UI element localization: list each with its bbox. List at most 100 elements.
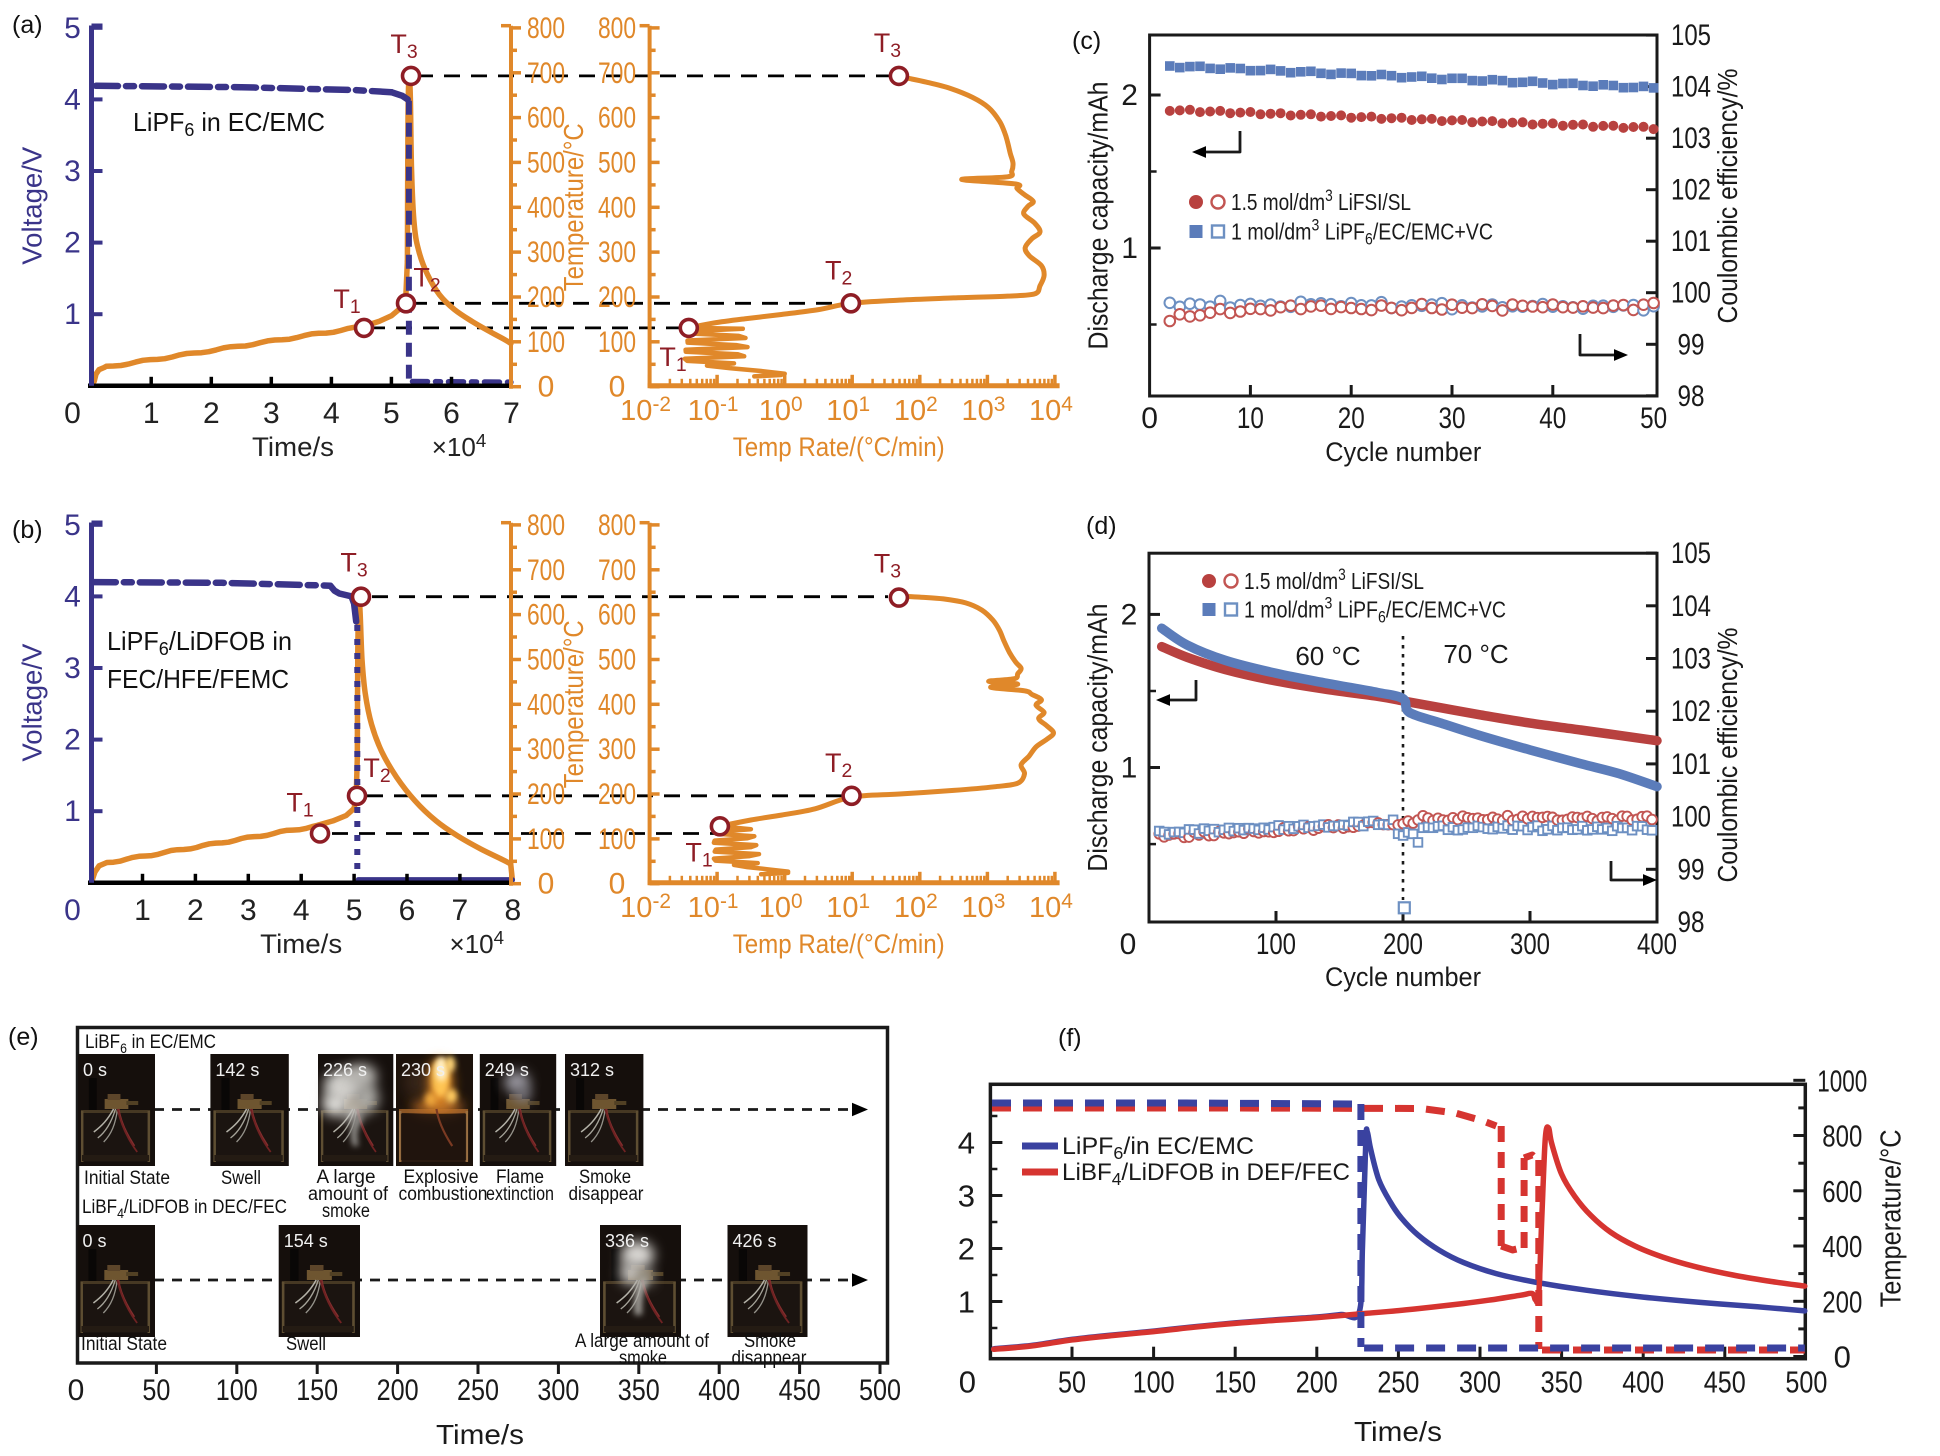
svg-text:150: 150: [1214, 1365, 1256, 1400]
svg-text:Time/s: Time/s: [1354, 1416, 1442, 1447]
svg-text:Swell: Swell: [221, 1168, 261, 1189]
svg-text:1: 1: [134, 894, 151, 927]
svg-text:400: 400: [1637, 928, 1677, 961]
svg-text:300: 300: [537, 1374, 579, 1407]
svg-text:100: 100: [1256, 928, 1296, 961]
svg-text:LiBF6​ in EC/EMC: LiBF6​ in EC/EMC: [85, 1032, 216, 1056]
svg-text:50: 50: [142, 1374, 170, 1407]
svg-text:142 s: 142 s: [215, 1060, 259, 1080]
svg-text:200: 200: [598, 281, 636, 314]
svg-text:LiPF6​ in EC/EMC: LiPF6​ in EC/EMC: [133, 107, 325, 140]
svg-text:Initial State: Initial State: [84, 1168, 170, 1189]
svg-text:700: 700: [598, 57, 636, 90]
svg-text:800: 800: [1822, 1119, 1862, 1154]
svg-text:T2​: T2​: [825, 748, 852, 782]
svg-text:4: 4: [958, 1126, 975, 1161]
svg-text:disappear: disappear: [732, 1348, 808, 1369]
svg-text:LiPF6​/LiDFOB in: LiPF6​/LiDFOB in: [107, 626, 292, 659]
svg-text:Discharge capacity/mAh: Discharge capacity/mAh: [1083, 82, 1114, 350]
svg-text:amount of: amount of: [308, 1184, 389, 1205]
svg-text:200: 200: [598, 778, 636, 811]
svg-text:700: 700: [598, 554, 636, 587]
svg-text:smoke: smoke: [322, 1201, 370, 1222]
svg-text:600: 600: [527, 102, 565, 135]
svg-text:200: 200: [1296, 1365, 1338, 1400]
svg-text:Swell: Swell: [286, 1334, 326, 1355]
svg-text:500: 500: [859, 1374, 901, 1407]
svg-text:500: 500: [598, 644, 636, 677]
svg-text:10: 10: [1237, 402, 1264, 435]
svg-text:2: 2: [64, 724, 81, 757]
svg-text:(c): (c): [1072, 27, 1101, 55]
svg-text:103: 103: [1671, 122, 1711, 155]
svg-text:(e): (e): [8, 1023, 39, 1051]
svg-text:1: 1: [64, 298, 81, 331]
svg-text:98: 98: [1678, 380, 1705, 413]
svg-text:500: 500: [598, 146, 636, 179]
svg-text:1: 1: [143, 397, 160, 430]
svg-text:104: 104: [1671, 590, 1711, 623]
svg-text:smoke: smoke: [619, 1348, 667, 1369]
svg-text:101: 101: [1671, 225, 1711, 258]
svg-text:Discharge capacity/mAh: Discharge capacity/mAh: [1082, 604, 1113, 872]
svg-text:1000: 1000: [1817, 1063, 1867, 1098]
svg-text:70 °C: 70 °C: [1443, 639, 1508, 669]
svg-text:6: 6: [443, 397, 460, 430]
svg-text:0: 0: [64, 894, 81, 927]
svg-text:Flame: Flame: [496, 1167, 544, 1188]
svg-text:450: 450: [1704, 1365, 1746, 1400]
svg-text:20: 20: [1338, 402, 1365, 435]
svg-text:Time/s: Time/s: [436, 1419, 524, 1450]
svg-text:350: 350: [1541, 1365, 1583, 1400]
svg-text:300: 300: [1510, 928, 1550, 961]
svg-text:(d): (d): [1086, 512, 1117, 540]
svg-text:600: 600: [598, 102, 636, 135]
svg-text:0 s: 0 s: [83, 1231, 107, 1251]
svg-text:300: 300: [598, 733, 636, 766]
svg-text:Cycle number: Cycle number: [1325, 437, 1481, 467]
svg-text:230 s: 230 s: [401, 1060, 445, 1080]
svg-text:1 mol/dm3​ LiPF6​/EC/EMC+VC: 1 mol/dm3​ LiPF6​/EC/EMC+VC: [1231, 216, 1493, 249]
svg-text:99: 99: [1678, 328, 1705, 361]
svg-text:400: 400: [598, 191, 636, 224]
svg-text:250: 250: [1377, 1365, 1419, 1400]
svg-text:100: 100: [216, 1374, 258, 1407]
svg-text:50: 50: [1058, 1365, 1086, 1400]
svg-text:5: 5: [383, 397, 400, 430]
svg-text:Cycle number: Cycle number: [1325, 962, 1481, 992]
svg-text:200: 200: [377, 1374, 419, 1407]
svg-text:300: 300: [527, 236, 565, 269]
svg-text:426 s: 426 s: [733, 1231, 777, 1251]
svg-text:98: 98: [1678, 906, 1705, 939]
svg-text:Smoke: Smoke: [744, 1331, 796, 1352]
svg-text:3: 3: [64, 155, 81, 188]
svg-text:200: 200: [1822, 1284, 1862, 1319]
svg-text:(b): (b): [12, 516, 43, 544]
svg-text:400: 400: [1822, 1229, 1862, 1264]
svg-text:100: 100: [1133, 1365, 1175, 1400]
svg-text:350: 350: [618, 1374, 660, 1407]
svg-text:0: 0: [1120, 928, 1137, 961]
svg-text:0: 0: [538, 371, 555, 404]
svg-text:0: 0: [68, 1374, 85, 1407]
svg-text:0: 0: [609, 371, 626, 404]
svg-text:7: 7: [503, 397, 520, 430]
svg-text:1 mol/dm3​ LiPF6​/EC/EMC+VC: 1 mol/dm3​ LiPF6​/EC/EMC+VC: [1244, 594, 1506, 627]
svg-text:2: 2: [958, 1232, 975, 1267]
svg-text:8: 8: [504, 894, 521, 927]
svg-text:5: 5: [64, 509, 81, 542]
svg-text:0: 0: [1141, 402, 1158, 435]
svg-text:Temp Rate/(°C/min): Temp Rate/(°C/min): [733, 929, 945, 959]
svg-text:105: 105: [1671, 537, 1711, 570]
svg-text:336 s: 336 s: [605, 1231, 649, 1251]
svg-text:154 s: 154 s: [284, 1231, 328, 1251]
svg-text:400: 400: [698, 1374, 740, 1407]
svg-text:103: 103: [1671, 643, 1711, 676]
svg-text:100: 100: [527, 326, 565, 359]
svg-text:5: 5: [64, 12, 81, 45]
svg-text:400: 400: [527, 191, 565, 224]
svg-text:700: 700: [527, 554, 565, 587]
svg-text:FEC/HFE/FEMC: FEC/HFE/FEMC: [107, 664, 289, 694]
svg-text:500: 500: [527, 146, 565, 179]
svg-text:3: 3: [263, 397, 280, 430]
